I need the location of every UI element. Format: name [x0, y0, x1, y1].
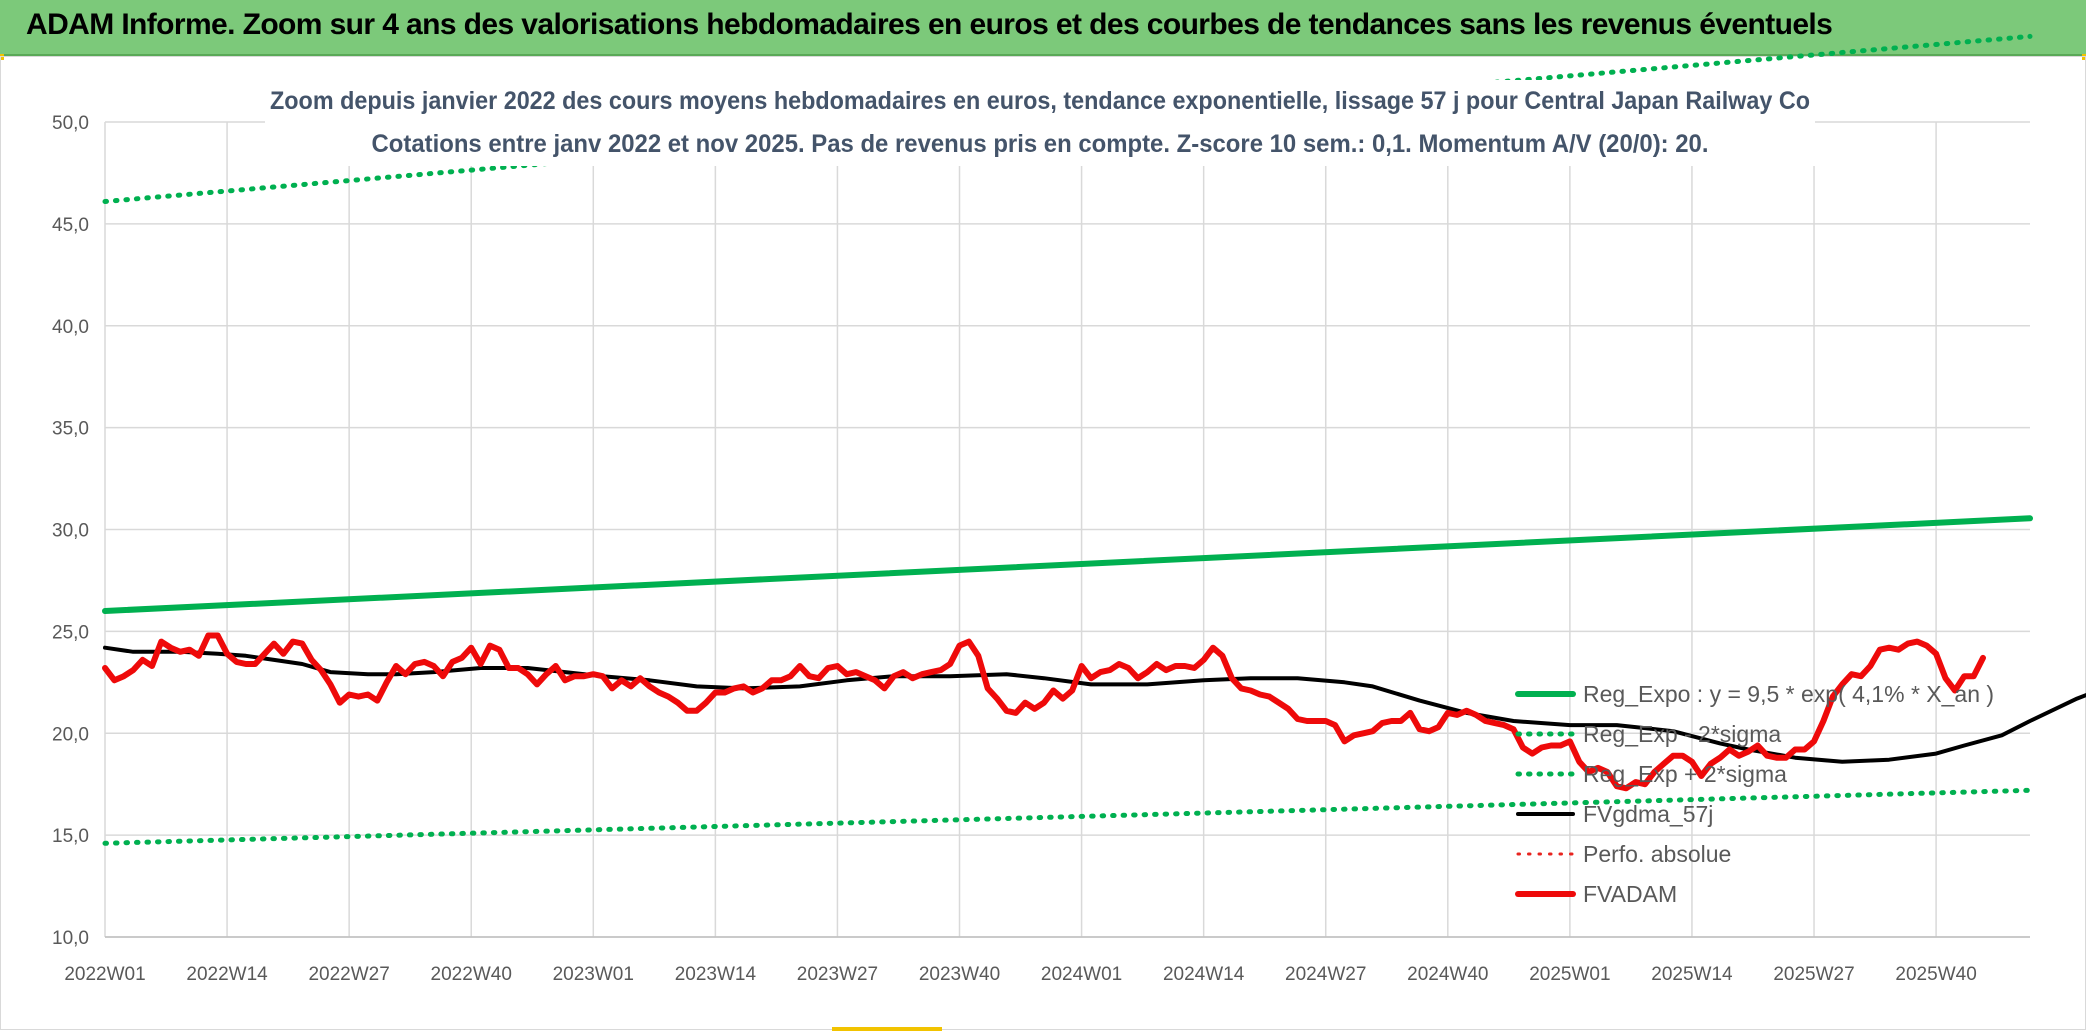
x-tick-label: 2024W01 — [1041, 964, 1122, 985]
y-tick-label: 20,0 — [52, 724, 89, 745]
x-tick-label: 2025W14 — [1651, 964, 1733, 985]
x-tick-label: 2024W27 — [1285, 964, 1366, 985]
x-tick-label: 2025W27 — [1773, 964, 1854, 985]
corner-accent-left — [0, 54, 4, 60]
chart-title: Zoom depuis janvier 2022 des cours moyen… — [270, 87, 1810, 115]
x-tick-label: 2025W01 — [1529, 964, 1610, 985]
grid — [104, 121, 2030, 938]
legend-label-2: Reg_Exp + 2*sigma — [1583, 761, 1787, 787]
x-axis-ticks: 2022W01 2022W14 2022W27 2022W40 2023W01 2023W… — [64, 964, 1976, 985]
series-line-0 — [102, 515, 2033, 614]
y-tick-label: 25,0 — [52, 622, 89, 643]
y-tick-label: 15,0 — [52, 826, 89, 847]
y-tick-label: 40,0 — [52, 317, 89, 338]
chart-titles: Zoom depuis janvier 2022 des cours moyen… — [265, 80, 1815, 166]
legend-label-3: FVgdma_57j — [1583, 801, 1713, 827]
bottom-accent — [832, 1027, 942, 1031]
x-tick-label: 2023W40 — [919, 964, 1000, 985]
chart-subtitle: Cotations entre janv 2022 et nov 2025. P… — [372, 130, 1709, 158]
x-tick-label: 2023W27 — [797, 964, 878, 985]
x-tick-label: 2022W40 — [431, 964, 512, 985]
x-tick-label: 2022W01 — [64, 964, 145, 985]
report-title: ADAM Informe. Zoom sur 4 ans des valoris… — [26, 8, 1833, 41]
y-axis-ticks: 10,0 15,0 20,0 25,0 30,0 35,0 40,0 45,0 50,0 — [52, 113, 89, 949]
series-line-5 — [102, 632, 1986, 792]
report-banner: ADAM Informe. Zoom sur 4 ans des valoris… — [0, 0, 2086, 56]
x-tick-label: 2024W40 — [1407, 964, 1488, 985]
y-tick-label: 10,0 — [52, 928, 89, 949]
y-tick-label: 30,0 — [52, 521, 89, 542]
corner-accent-right — [2082, 54, 2086, 60]
x-tick-label: 2023W14 — [675, 964, 757, 985]
legend-label-4: Perfo. absolue — [1583, 841, 1731, 867]
series-line-3 — [103, 645, 2086, 764]
x-tick-label: 2022W27 — [308, 964, 389, 985]
legend-label-5: FVADAM — [1583, 881, 1677, 907]
series-layer — [102, 33, 2086, 846]
x-tick-label: 2023W01 — [553, 964, 634, 985]
legend: Reg_Expo : y = 9,5 * exp( 4,1% * X_an ) R… — [1515, 681, 1994, 907]
legend-label-0: Reg_Expo : y = 9,5 * exp( 4,1% * X_an ) — [1583, 681, 1994, 707]
title-background — [265, 80, 1815, 166]
x-tick-label: 2025W40 — [1895, 964, 1976, 985]
y-tick-label: 45,0 — [52, 215, 89, 236]
x-tick-label: 2022W14 — [186, 964, 268, 985]
x-tick-label: 2024W14 — [1163, 964, 1245, 985]
legend-label-1: Reg_Exp - 2*sigma — [1583, 721, 1781, 747]
series-line-1 — [102, 787, 2033, 846]
y-tick-label: 50,0 — [52, 113, 89, 134]
y-tick-label: 35,0 — [52, 419, 89, 440]
